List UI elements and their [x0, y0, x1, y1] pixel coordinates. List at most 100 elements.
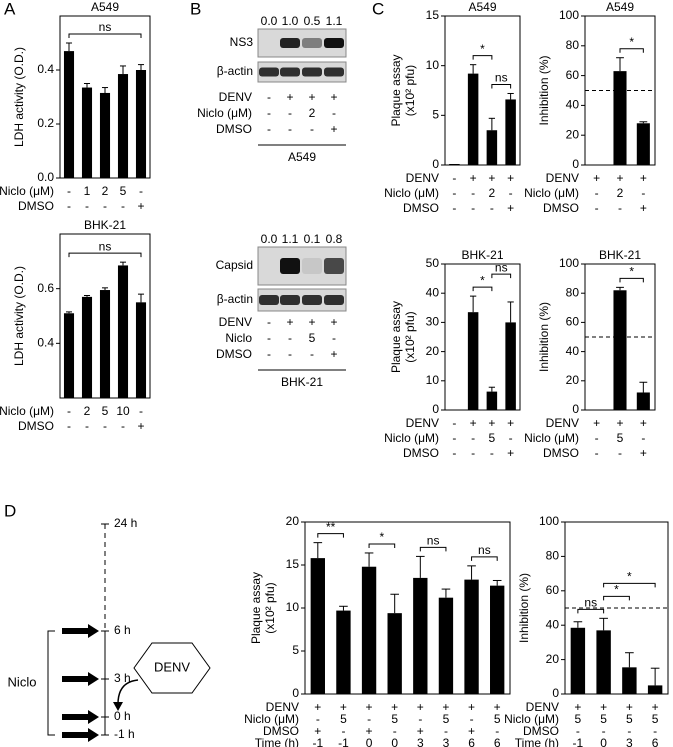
condition-label: Niclo (μM)	[0, 404, 54, 418]
condition-label: DENV	[526, 700, 559, 714]
condition-value: +	[652, 700, 659, 714]
significance-label: *	[380, 530, 385, 544]
y-tick-label: 40	[546, 617, 560, 631]
y-tick-label: 80	[566, 285, 580, 299]
condition-value: +	[640, 171, 647, 185]
condition-value: 5	[340, 712, 347, 726]
condition-value: -	[85, 199, 89, 213]
significance-label: ns	[495, 71, 508, 85]
bar	[490, 585, 505, 694]
y-axis-label: Plaque assay	[389, 54, 403, 126]
condition-value: +	[593, 416, 600, 430]
condition-value: -	[288, 347, 292, 361]
condition-value: -	[316, 712, 320, 726]
band-label: Capsid	[216, 258, 253, 272]
error-bar	[119, 261, 127, 266]
y-tick-label: 0	[552, 686, 559, 700]
condition-value: -	[452, 186, 456, 200]
condition-value: +	[640, 201, 647, 215]
condition-value: +	[574, 700, 581, 714]
condition-value: 5	[309, 331, 316, 345]
condition-value: -	[310, 347, 314, 361]
significance-bracket	[577, 608, 605, 614]
significance-label: *	[627, 569, 632, 583]
condition-value: -	[67, 419, 71, 433]
condition-value: +	[507, 446, 514, 460]
error-bar	[390, 593, 399, 614]
condition-value: -	[267, 90, 271, 104]
bar	[361, 566, 377, 694]
condition-value: 5	[600, 712, 607, 726]
significance-bracket	[419, 546, 447, 552]
band	[302, 38, 322, 48]
condition-value: 6	[652, 736, 659, 747]
y-tick-label: 60	[546, 583, 560, 597]
condition-value: 2	[489, 186, 496, 200]
condition-value: -	[653, 724, 657, 738]
condition-label: DENV	[406, 171, 439, 185]
bar	[63, 51, 75, 178]
error-bar	[137, 293, 145, 303]
band	[324, 67, 344, 77]
y-tick-label: 10	[286, 600, 300, 614]
condition-value: +	[137, 419, 144, 433]
time-label: 0 h	[114, 709, 131, 723]
quantification: 0.0	[261, 14, 278, 28]
condition-value: +	[468, 724, 475, 738]
bar	[81, 296, 93, 398]
condition-value: 5	[443, 712, 450, 726]
significance-label: ns	[478, 543, 491, 557]
quantification: 1.1	[282, 232, 299, 246]
condition-value: -	[288, 106, 292, 120]
condition-label: Niclo (μM)	[524, 431, 579, 445]
bar	[464, 579, 479, 694]
error-bar	[313, 542, 323, 559]
condition-value: -	[602, 724, 606, 738]
condition-value: -	[418, 712, 422, 726]
condition-value: -1	[338, 736, 349, 747]
significance-label: *	[480, 273, 485, 287]
condition-label: DENV	[219, 315, 252, 329]
band	[324, 295, 344, 305]
time-label: 3 h	[114, 671, 131, 685]
panel-letter: A	[4, 0, 16, 18]
bar	[622, 667, 637, 694]
condition-value: -	[509, 431, 513, 445]
condition-label: DMSO	[403, 446, 439, 460]
error-bar	[137, 64, 145, 70]
condition-value: -	[618, 446, 622, 460]
time-label: 6 h	[114, 623, 131, 637]
condition-value: -	[85, 419, 89, 433]
arrows	[62, 624, 99, 742]
error-bar	[83, 83, 91, 88]
condition-value: -	[288, 122, 292, 136]
condition-value: +	[417, 700, 424, 714]
condition-value: -	[103, 419, 107, 433]
condition-value: +	[626, 700, 633, 714]
condition-value: 5	[575, 712, 582, 726]
y-axis-label: Plaque assay	[389, 301, 403, 373]
condition-value: +	[330, 90, 337, 104]
error-bar	[467, 565, 476, 580]
bracket	[47, 630, 55, 736]
bar	[310, 558, 325, 694]
condition-value: -	[367, 712, 371, 726]
error-bar	[441, 588, 451, 598]
bar	[636, 392, 650, 410]
condition-value: 6	[494, 736, 501, 747]
hexagon	[133, 642, 211, 694]
condition-value: -	[490, 446, 494, 460]
condition-value: 3	[443, 736, 450, 747]
time-label: 24 h	[114, 516, 137, 530]
y-axis-label: LDH activity (O.D.)	[12, 266, 26, 366]
y-tick-label: 100	[539, 514, 559, 528]
y-tick-label: 50	[426, 256, 440, 270]
condition-label: Time (h)	[255, 736, 299, 747]
y-tick-label: 10	[426, 58, 440, 72]
bar	[336, 610, 351, 694]
condition-label: Niclo (μM)	[384, 431, 439, 445]
condition-value: +	[366, 724, 373, 738]
condition-value: 5	[120, 184, 127, 198]
condition-value: +	[330, 315, 337, 329]
condition-value: 0	[391, 736, 398, 747]
